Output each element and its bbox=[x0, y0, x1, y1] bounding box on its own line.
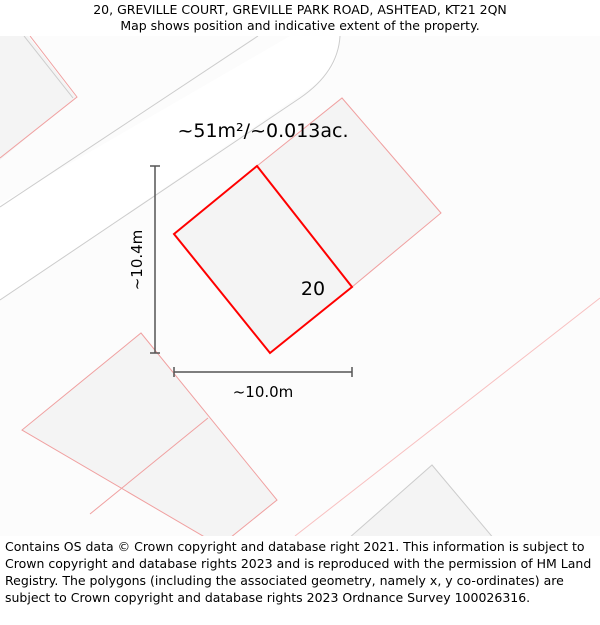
property-address: 20, GREVILLE COURT, GREVILLE PARK ROAD, … bbox=[93, 2, 507, 17]
dimension-horizontal bbox=[173, 367, 353, 377]
building-bottom-right bbox=[350, 464, 493, 536]
map-canvas[interactable]: ~10.4m ~10.0m ~51m²/~0.013ac. 20 bbox=[0, 36, 600, 536]
parcel-boundary-diagonal bbox=[294, 297, 600, 536]
area-label: ~51m²/~0.013ac. bbox=[177, 120, 348, 142]
copyright-attribution: Contains OS data © Crown copyright and d… bbox=[5, 539, 592, 605]
map-subtitle: Map shows position and indicative extent… bbox=[120, 18, 480, 33]
building-top-left bbox=[0, 36, 76, 160]
road-edge-upper bbox=[0, 36, 259, 208]
building-bottom-left bbox=[21, 332, 278, 536]
map-header: 20, GREVILLE COURT, GREVILLE PARK ROAD, … bbox=[0, 0, 600, 36]
plot-number-label: 20 bbox=[301, 278, 325, 300]
building-bottom-left-divider bbox=[89, 417, 209, 515]
dimension-vertical-label: ~10.4m bbox=[128, 230, 146, 291]
building-top-left-edge bbox=[23, 36, 74, 99]
parcel-top-left-outline bbox=[0, 36, 78, 159]
dimension-vertical bbox=[150, 165, 160, 354]
subject-property[interactable] bbox=[172, 164, 354, 355]
dimension-horizontal-label: ~10.0m bbox=[233, 383, 294, 401]
road-edge-lower bbox=[0, 36, 341, 301]
road bbox=[0, 36, 340, 300]
